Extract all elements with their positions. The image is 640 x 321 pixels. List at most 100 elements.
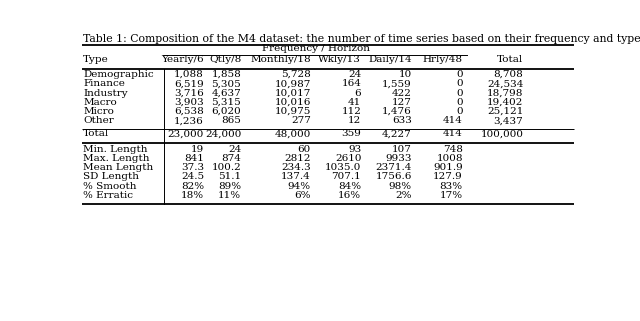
Text: 10,975: 10,975: [275, 107, 311, 116]
Text: % Smooth: % Smooth: [83, 182, 136, 191]
Text: 41: 41: [348, 98, 362, 107]
Text: Finance: Finance: [83, 79, 125, 88]
Text: Frequency / Horizon: Frequency / Horizon: [262, 44, 370, 53]
Text: 1,858: 1,858: [211, 70, 241, 79]
Text: 3,437: 3,437: [493, 116, 524, 125]
Text: 23,000: 23,000: [168, 129, 204, 138]
Text: 0: 0: [456, 89, 463, 98]
Text: Total: Total: [83, 129, 109, 138]
Text: 414: 414: [443, 116, 463, 125]
Text: Table 1: Composition of the M4 dataset: the number of time series based on their: Table 1: Composition of the M4 dataset: …: [83, 34, 640, 44]
Text: 18,798: 18,798: [487, 89, 524, 98]
Text: Industry: Industry: [83, 89, 128, 98]
Text: 24.5: 24.5: [181, 172, 204, 181]
Text: 19: 19: [191, 145, 204, 154]
Text: 1756.6: 1756.6: [375, 172, 412, 181]
Text: 127: 127: [392, 98, 412, 107]
Text: 359: 359: [342, 129, 362, 138]
Text: 6,020: 6,020: [211, 107, 241, 116]
Text: 10: 10: [399, 70, 412, 79]
Text: Total: Total: [497, 55, 524, 64]
Text: Yearly/6: Yearly/6: [161, 55, 204, 64]
Text: 1,088: 1,088: [174, 70, 204, 79]
Text: 100.2: 100.2: [211, 163, 241, 172]
Text: 82%: 82%: [181, 182, 204, 191]
Text: 24,000: 24,000: [205, 129, 241, 138]
Text: 1,236: 1,236: [174, 116, 204, 125]
Text: 18%: 18%: [181, 191, 204, 200]
Text: Mean Length: Mean Length: [83, 163, 154, 172]
Text: 5,728: 5,728: [281, 70, 311, 79]
Text: 6%: 6%: [294, 191, 311, 200]
Text: 1,476: 1,476: [382, 107, 412, 116]
Text: Wkly/13: Wkly/13: [319, 55, 362, 64]
Text: Hrly/48: Hrly/48: [423, 55, 463, 64]
Text: 6,519: 6,519: [174, 79, 204, 88]
Text: 748: 748: [443, 145, 463, 154]
Text: Type: Type: [83, 55, 109, 64]
Text: 164: 164: [342, 79, 362, 88]
Text: 37.3: 37.3: [181, 163, 204, 172]
Text: 0: 0: [456, 98, 463, 107]
Text: Monthly/18: Monthly/18: [250, 55, 311, 64]
Text: 112: 112: [342, 107, 362, 116]
Text: Macro: Macro: [83, 98, 117, 107]
Text: 6: 6: [355, 89, 362, 98]
Text: 83%: 83%: [440, 182, 463, 191]
Text: 24: 24: [348, 70, 362, 79]
Text: 0: 0: [456, 107, 463, 116]
Text: 94%: 94%: [288, 182, 311, 191]
Text: 24: 24: [228, 145, 241, 154]
Text: 12: 12: [348, 116, 362, 125]
Text: 234.3: 234.3: [281, 163, 311, 172]
Text: 98%: 98%: [388, 182, 412, 191]
Text: Demographic: Demographic: [83, 70, 154, 79]
Text: 422: 422: [392, 89, 412, 98]
Text: Micro: Micro: [83, 107, 114, 116]
Text: 2812: 2812: [284, 154, 311, 163]
Text: 93: 93: [348, 145, 362, 154]
Text: 2610: 2610: [335, 154, 362, 163]
Text: 48,000: 48,000: [275, 129, 311, 138]
Text: 633: 633: [392, 116, 412, 125]
Text: Daily/14: Daily/14: [368, 55, 412, 64]
Text: 137.4: 137.4: [281, 172, 311, 181]
Text: 25,121: 25,121: [487, 107, 524, 116]
Text: 100,000: 100,000: [480, 129, 524, 138]
Text: 2%: 2%: [396, 191, 412, 200]
Text: Qtly/8: Qtly/8: [209, 55, 241, 64]
Text: 414: 414: [443, 129, 463, 138]
Text: 17%: 17%: [440, 191, 463, 200]
Text: 51.1: 51.1: [218, 172, 241, 181]
Text: 5,315: 5,315: [211, 98, 241, 107]
Text: 127.9: 127.9: [433, 172, 463, 181]
Text: 3,903: 3,903: [174, 98, 204, 107]
Text: 24,534: 24,534: [487, 79, 524, 88]
Text: 865: 865: [221, 116, 241, 125]
Text: 8,708: 8,708: [493, 70, 524, 79]
Text: 1,559: 1,559: [382, 79, 412, 88]
Text: Min. Length: Min. Length: [83, 145, 148, 154]
Text: 1035.0: 1035.0: [325, 163, 362, 172]
Text: 89%: 89%: [218, 182, 241, 191]
Text: Other: Other: [83, 116, 114, 125]
Text: 277: 277: [291, 116, 311, 125]
Text: 10,017: 10,017: [275, 89, 311, 98]
Text: 6,538: 6,538: [174, 107, 204, 116]
Text: % Erratic: % Erratic: [83, 191, 133, 200]
Text: 3,716: 3,716: [174, 89, 204, 98]
Text: 10,016: 10,016: [275, 98, 311, 107]
Text: 9933: 9933: [385, 154, 412, 163]
Text: 11%: 11%: [218, 191, 241, 200]
Text: 874: 874: [221, 154, 241, 163]
Text: 4,637: 4,637: [211, 89, 241, 98]
Text: 5,305: 5,305: [211, 79, 241, 88]
Text: 707.1: 707.1: [332, 172, 362, 181]
Text: SD Length: SD Length: [83, 172, 139, 181]
Text: 19,402: 19,402: [487, 98, 524, 107]
Text: 107: 107: [392, 145, 412, 154]
Text: 901.9: 901.9: [433, 163, 463, 172]
Text: 4,227: 4,227: [382, 129, 412, 138]
Text: 84%: 84%: [338, 182, 362, 191]
Text: 10,987: 10,987: [275, 79, 311, 88]
